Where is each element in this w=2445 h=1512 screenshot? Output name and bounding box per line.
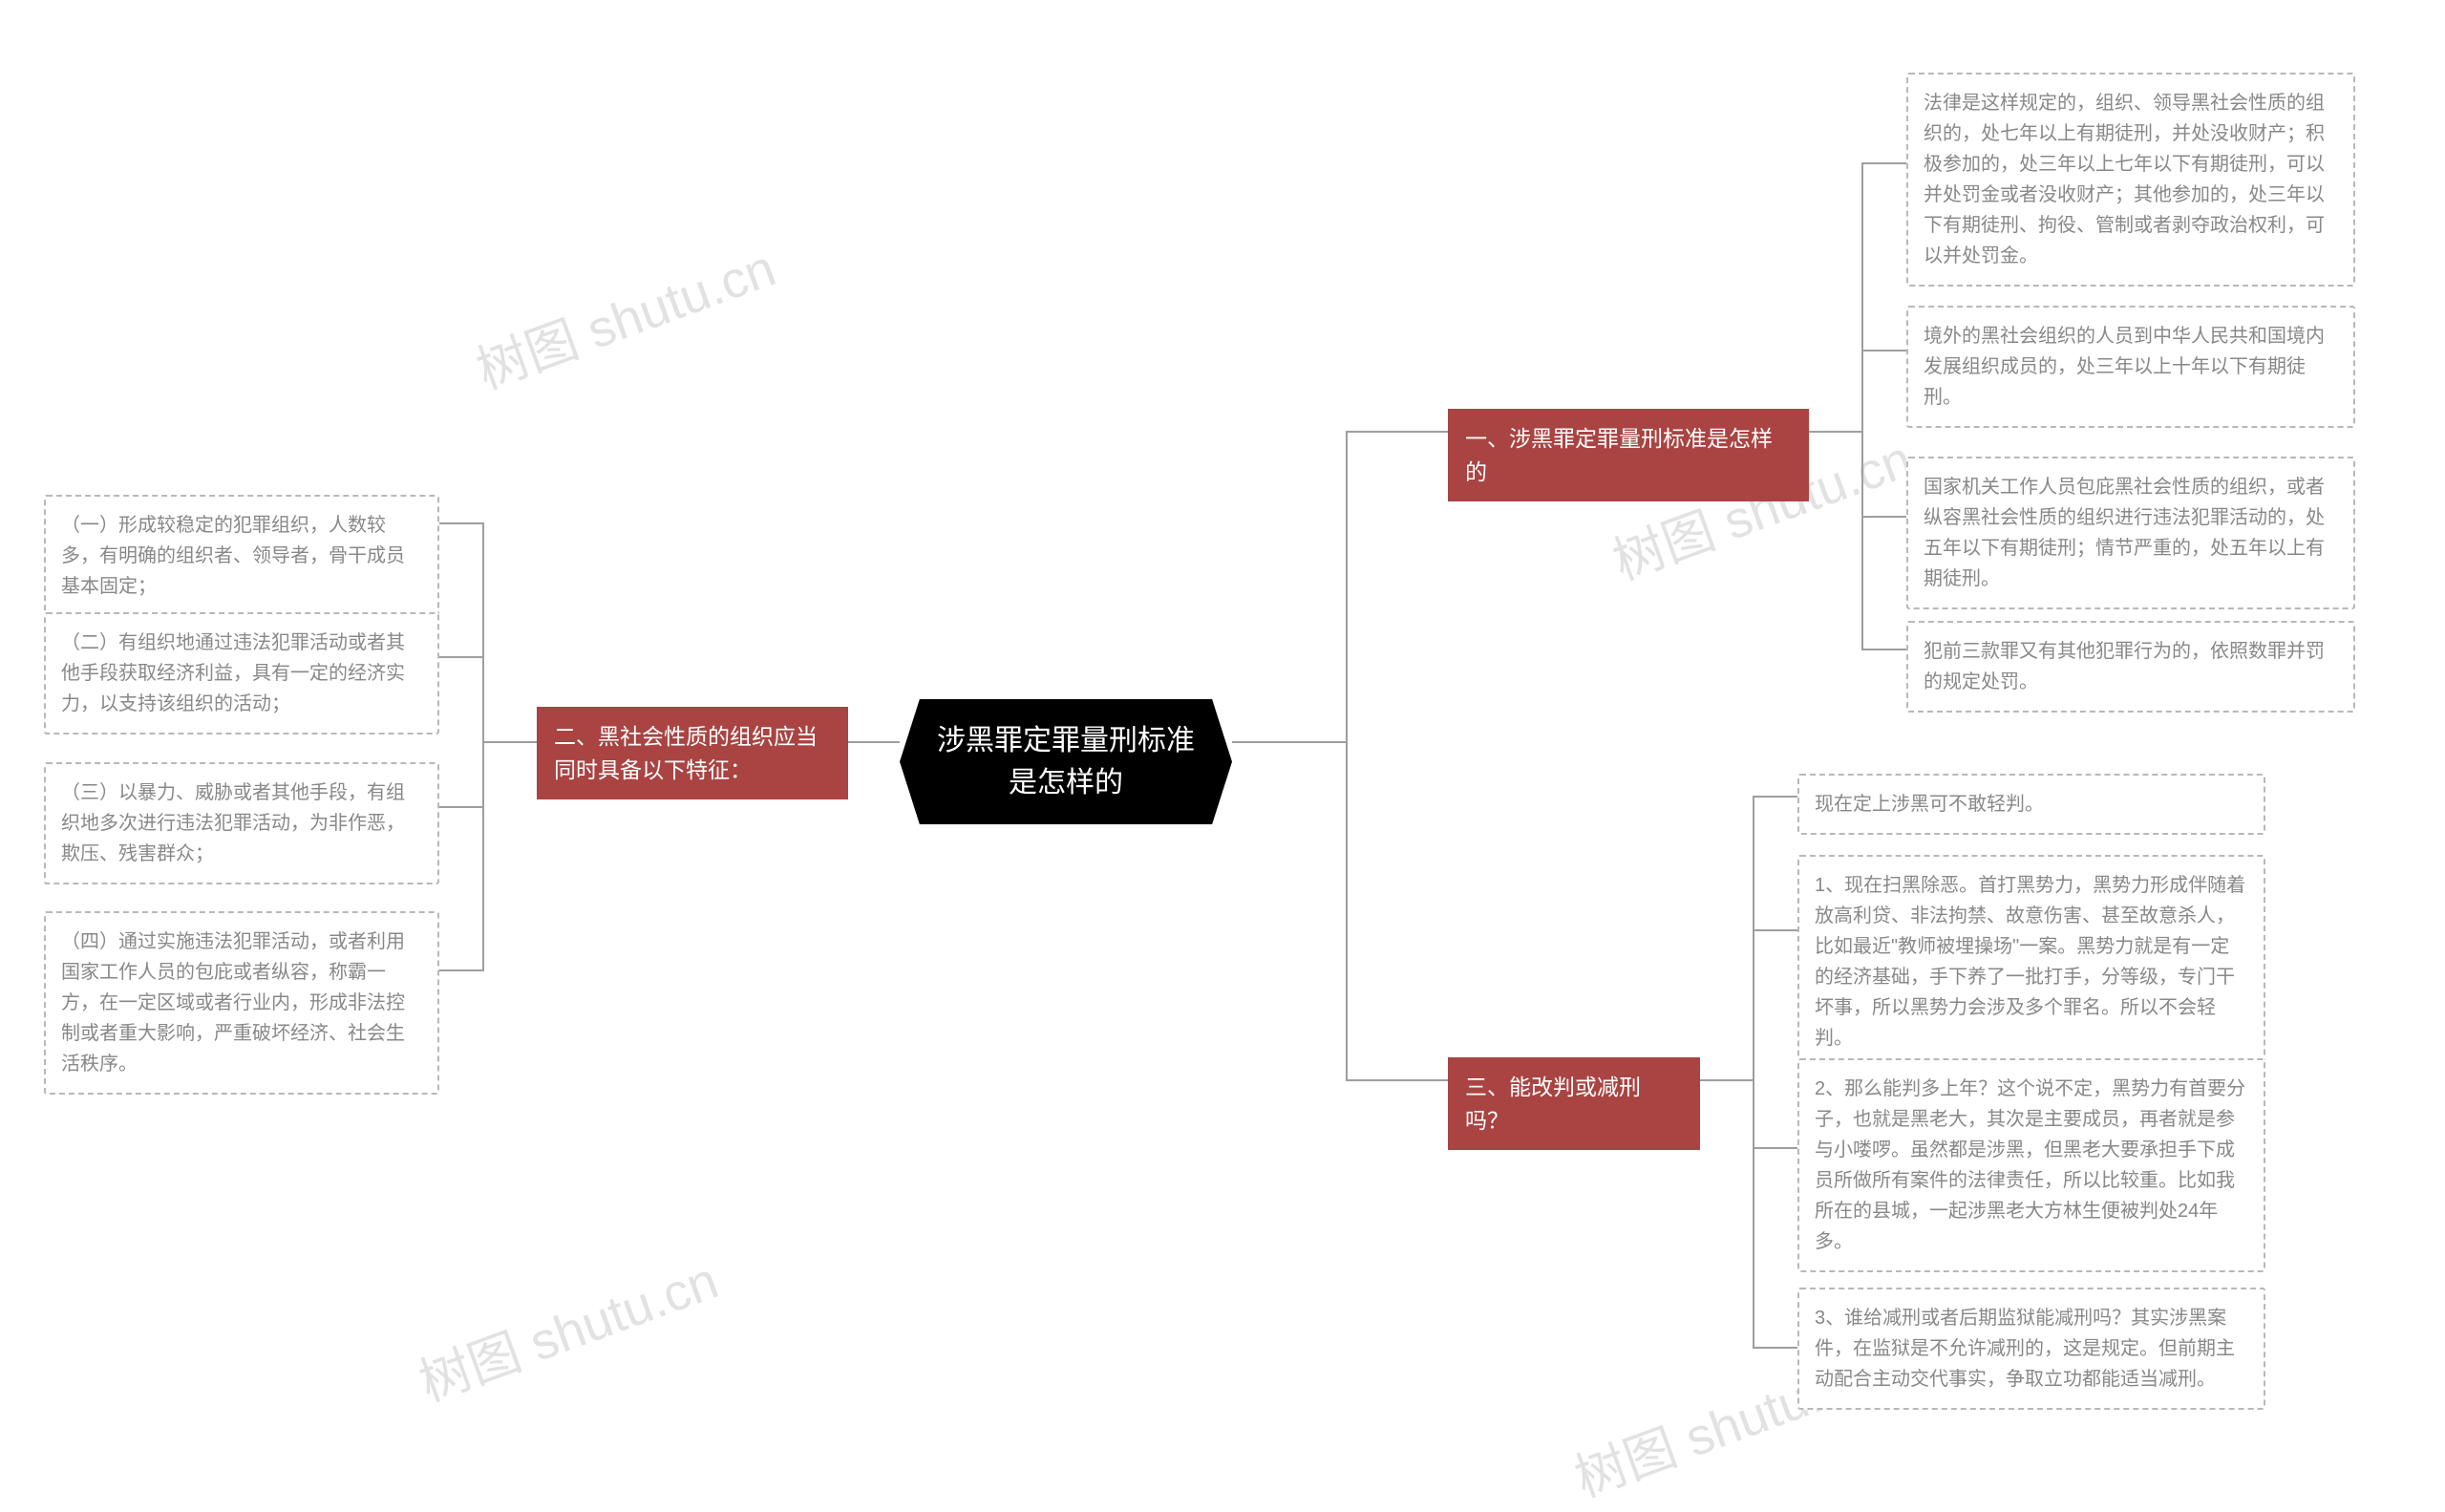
leaf-text: 境外的黑社会组织的人员到中华人民共和国境内发展组织成员的，处三年以上十年以下有期… xyxy=(1924,326,2325,408)
branch-2-label: 二、黑社会性质的组织应当同时具备以下特征： xyxy=(554,724,818,782)
branch-1-leaf-1: 境外的黑社会组织的人员到中华人民共和国境内发展组织成员的，处三年以上十年以下有期… xyxy=(1906,306,2355,428)
branch-3: 三、能改判或减刑吗？ xyxy=(1448,1057,1700,1150)
branch-2-leaf-0: （一）形成较稳定的犯罪组织，人数较多，有明确的组织者、领导者，骨干成员基本固定； xyxy=(44,495,439,617)
branch-3-leaf-0: 现在定上涉黑可不敢轻判。 xyxy=(1797,774,2265,835)
watermark: 树图 shutu.cn xyxy=(407,1238,726,1416)
branch-1-label: 一、涉黑罪定罪量刑标准是怎样的 xyxy=(1465,426,1773,484)
leaf-text: 3、谁给减刑或者后期监狱能减刑吗？其实涉黑案件，在监狱是不允许减刑的，这是规定。… xyxy=(1815,1308,2235,1390)
branch-1: 一、涉黑罪定罪量刑标准是怎样的 xyxy=(1448,409,1809,501)
branch-3-leaf-3: 3、谁给减刑或者后期监狱能减刑吗？其实涉黑案件，在监狱是不允许减刑的，这是规定。… xyxy=(1797,1288,2265,1410)
leaf-text: （四）通过实施违法犯罪活动，或者利用国家工作人员的包庇或者纵容，称霸一方，在一定… xyxy=(61,931,405,1075)
leaf-text: （一）形成较稳定的犯罪组织，人数较多，有明确的组织者、领导者，骨干成员基本固定； xyxy=(61,515,405,597)
branch-1-leaf-2: 国家机关工作人员包庇黑社会性质的组织，或者纵容黑社会性质的组织进行违法犯罪活动的… xyxy=(1906,457,2355,609)
branch-2-leaf-1: （二）有组织地通过违法犯罪活动或者其他手段获取经济利益，具有一定的经济实力，以支… xyxy=(44,612,439,735)
leaf-text: 犯前三款罪又有其他犯罪行为的，依照数罪并罚的规定处罚。 xyxy=(1924,641,2325,692)
leaf-text: 1、现在扫黑除恶。首打黑势力，黑势力形成伴随着放高利贷、非法拘禁、故意伤害、甚至… xyxy=(1815,875,2245,1049)
branch-3-leaf-1: 1、现在扫黑除恶。首打黑势力，黑势力形成伴随着放高利贷、非法拘禁、故意伤害、甚至… xyxy=(1797,855,2265,1069)
branch-2-leaf-3: （四）通过实施违法犯罪活动，或者利用国家工作人员的包庇或者纵容，称霸一方，在一定… xyxy=(44,911,439,1095)
branch-3-label: 三、能改判或减刑吗？ xyxy=(1465,1075,1641,1133)
watermark: 树图 shutu.cn xyxy=(464,225,783,403)
leaf-text: 法律是这样规定的，组织、领导黑社会性质的组织的，处七年以上有期徒刑，并处没收财产… xyxy=(1924,93,2325,266)
leaf-text: 现在定上涉黑可不敢轻判。 xyxy=(1815,794,2044,815)
leaf-text: 国家机关工作人员包庇黑社会性质的组织，或者纵容黑社会性质的组织进行违法犯罪活动的… xyxy=(1924,477,2325,589)
branch-2: 二、黑社会性质的组织应当同时具备以下特征： xyxy=(537,707,848,799)
branch-2-leaf-2: （三）以暴力、威胁或者其他手段，有组织地多次进行违法犯罪活动，为非作恶，欺压、残… xyxy=(44,762,439,884)
branch-3-leaf-2: 2、那么能判多上年？这个说不定，黑势力有首要分子，也就是黑老大，其次是主要成员，… xyxy=(1797,1058,2265,1272)
center-node: 涉黑罪定罪量刑标准是怎样的 xyxy=(900,699,1232,824)
branch-1-leaf-3: 犯前三款罪又有其他犯罪行为的，依照数罪并罚的规定处罚。 xyxy=(1906,621,2355,713)
center-text: 涉黑罪定罪量刑标准是怎样的 xyxy=(937,725,1195,799)
leaf-text: （二）有组织地通过违法犯罪活动或者其他手段获取经济利益，具有一定的经济实力，以支… xyxy=(61,632,405,714)
leaf-text: 2、那么能判多上年？这个说不定，黑势力有首要分子，也就是黑老大，其次是主要成员，… xyxy=(1815,1078,2245,1252)
leaf-text: （三）以暴力、威胁或者其他手段，有组织地多次进行违法犯罪活动，为非作恶，欺压、残… xyxy=(61,782,405,864)
branch-1-leaf-0: 法律是这样规定的，组织、领导黑社会性质的组织的，处七年以上有期徒刑，并处没收财产… xyxy=(1906,73,2355,287)
